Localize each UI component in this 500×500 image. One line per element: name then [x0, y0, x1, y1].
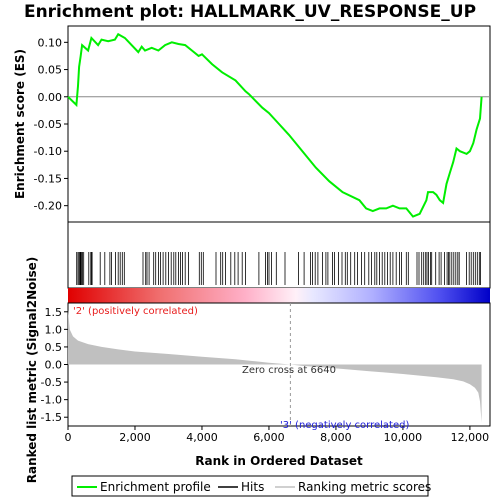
es-tick-label: 0.10 — [38, 36, 63, 49]
legend-frame — [71, 475, 429, 497]
hits-layer — [76, 252, 482, 285]
ranking-metric-layer — [68, 310, 482, 423]
es-tick-label: -0.10 — [34, 145, 62, 158]
metric-tick-label: 1.0 — [45, 323, 63, 336]
es-tick-label: 0.00 — [38, 91, 63, 104]
ranking-metric-area — [68, 310, 482, 423]
rank-bar — [68, 288, 490, 303]
negative-correlation-label: '3' (negatively correlated) — [280, 420, 409, 431]
es-tick-label: -0.20 — [34, 200, 62, 213]
legend-label-enrichment: Enrichment profile — [100, 480, 211, 494]
x-tick-label: 6,000 — [253, 431, 285, 444]
metric-axis-ticks: 1.5 1.0 0.5 0.0 -0.5 -1.0 -1.5 — [41, 306, 68, 424]
x-tick-label: 12,000 — [451, 431, 490, 444]
zero-cross-label: Zero cross at 6640 — [242, 365, 336, 376]
legend: Enrichment profile Hits Ranking metric s… — [71, 475, 431, 497]
enrichment-profile-layer — [67, 32, 483, 218]
x-tick-label: 8,000 — [320, 431, 352, 444]
positive-correlation-label: '2' (positively correlated) — [73, 306, 198, 317]
es-axis-label: Enrichment score (ES) — [13, 49, 27, 199]
es-tick-label: 0.05 — [38, 64, 63, 77]
x-tick-label: 2,000 — [119, 431, 151, 444]
enrichment-profile-line — [67, 32, 483, 218]
legend-label-hits: Hits — [241, 480, 264, 494]
metric-axis-label: Ranked list metric (Signal2Noise) — [25, 257, 39, 484]
es-tick-label: -0.05 — [34, 118, 62, 131]
metric-tick-label: 0.5 — [45, 341, 63, 354]
es-axis-ticks: 0.10 0.05 0.00 -0.05 -0.10 -0.15 -0.20 — [34, 36, 68, 213]
es-tick-label: -0.15 — [34, 172, 62, 185]
metric-tick-label: -1.5 — [41, 411, 62, 424]
metric-tick-label: -0.5 — [41, 376, 62, 389]
x-axis-ticks: 0 2,000 4,000 6,000 8,000 10,000 12,000 — [65, 426, 490, 444]
chart-title: Enrichment plot: HALLMARK_UV_RESPONSE_UP — [24, 2, 476, 22]
x-axis-label: Rank in Ordered Dataset — [195, 454, 363, 468]
legend-label-metric: Ranking metric scores — [298, 480, 431, 494]
metric-tick-label: -1.0 — [41, 394, 62, 407]
x-tick-label: 0 — [65, 431, 72, 444]
x-tick-label: 4,000 — [186, 431, 218, 444]
metric-tick-label: 0.0 — [45, 359, 63, 372]
x-tick-label: 10,000 — [384, 431, 423, 444]
metric-tick-label: 1.5 — [45, 306, 63, 319]
